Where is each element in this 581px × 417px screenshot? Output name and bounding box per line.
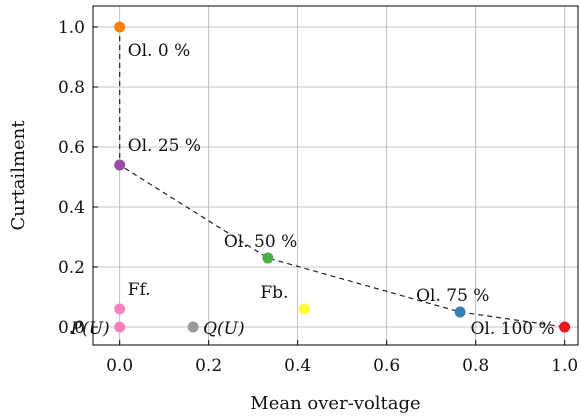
point-label: Ff. (128, 280, 151, 300)
y-tick-label: 0.2 (58, 258, 85, 278)
data-point (298, 303, 310, 315)
point-label: Q(U) (203, 319, 245, 339)
ticks (93, 26, 566, 345)
x-tick-label: 0.4 (284, 356, 311, 376)
point-label: P(U) (70, 319, 110, 339)
y-tick-label: 0.6 (58, 138, 85, 158)
x-tick-label: 0.2 (195, 356, 222, 376)
x-axis-label: Mean over-voltage (250, 393, 420, 414)
y-tick-label: 0.8 (58, 78, 85, 98)
point-label: Ol. 100 % (470, 319, 554, 339)
data-point (114, 321, 126, 333)
grid (93, 6, 578, 345)
point-label: Fb. (260, 283, 288, 303)
x-tick-label: 0.6 (373, 356, 400, 376)
data-point (114, 21, 126, 33)
x-tick-label: 0.8 (462, 356, 489, 376)
data-point (187, 321, 199, 333)
x-tick-label: 0.0 (106, 356, 133, 376)
data-point (114, 303, 126, 315)
point-label: Ol. 25 % (128, 136, 201, 156)
data-point (262, 252, 274, 264)
data-points (114, 21, 571, 333)
data-point (114, 159, 126, 171)
point-label: Ol. 0 % (128, 41, 191, 61)
point-labels: Ol. 0 % Ol. 25 % Ol. 50 % Ol. 75 % Ol. 100 %… (70, 41, 555, 339)
y-tick-label: 1.0 (58, 18, 85, 38)
data-point (454, 306, 466, 318)
tick-labels: 0.0 0.2 0.4 0.6 0.8 1.0 0.0 0.2 0.4 0.6 0.8 1.0 (58, 18, 578, 376)
x-tick-label: 1.0 (551, 356, 578, 376)
point-label: Ol. 75 % (416, 286, 489, 306)
y-axis-label: Curtailment (8, 120, 29, 231)
y-tick-label: 0.4 (58, 198, 85, 218)
data-point (559, 321, 571, 333)
plot-frame (92, 5, 579, 346)
point-label: Ol. 50 % (224, 232, 297, 252)
dashed-frontier-line (119, 27, 565, 328)
y-tick-label: 0.0 (58, 318, 85, 338)
